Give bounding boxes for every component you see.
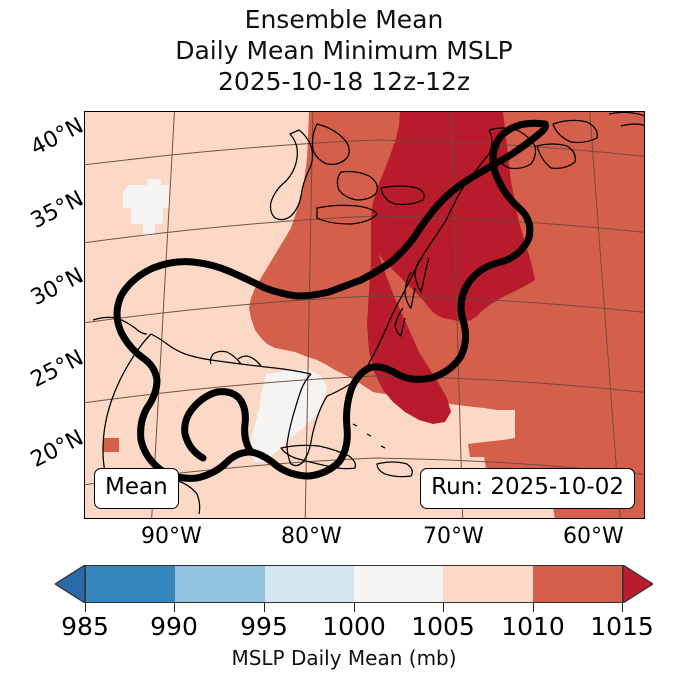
lon-label-90W: 90°W: [141, 524, 202, 549]
cb-band-995-1000: [264, 566, 354, 602]
title-line-3: 2025-10-18 12z-12z: [217, 67, 471, 96]
cb-tick-1005: 1005: [411, 612, 475, 641]
cb-band-1010-1015: [532, 566, 622, 602]
fill-band-1000-1005-plains: [123, 179, 169, 236]
cb-tick-1010: 1010: [501, 612, 565, 641]
lake-huron: [336, 170, 378, 201]
colorbar-label: MSLP Daily Mean (mb): [231, 646, 457, 670]
map-axes: Mean Run: 2025-10-02: [84, 111, 645, 519]
lon-label-80W: 80°W: [281, 524, 342, 549]
lat-label-20N: 20°N: [26, 425, 88, 473]
colorbar-bands[interactable]: [85, 565, 623, 603]
colorbar[interactable]: 985 990 995 1000 1005 1010 1015 MSLP Dai…: [0, 556, 688, 674]
lat-label-35N: 35°N: [26, 186, 88, 234]
lake-superior: [311, 123, 350, 165]
cb-tick-1015: 1015: [590, 612, 654, 641]
nova-scotia: [536, 143, 576, 169]
colorbar-ticks: [0, 603, 688, 615]
cb-tick-985: 985: [61, 612, 109, 641]
lat-label-30N: 30°N: [26, 263, 88, 311]
cb-tick-995: 995: [240, 612, 288, 641]
mslp-contour-notch: [181, 388, 255, 462]
lon-label-70W: 70°W: [423, 524, 484, 549]
colorbar-under-arrow: [55, 565, 85, 603]
lon-label-60W: 60°W: [563, 524, 624, 549]
cb-band-990-995: [175, 566, 265, 602]
lake-michigan: [269, 129, 314, 221]
coastlines: [92, 112, 644, 515]
cb-tick-1000: 1000: [322, 612, 386, 641]
cb-band-1000-1005: [353, 566, 444, 602]
figure-title: Ensemble Mean Daily Mean Minimum MSLP 20…: [0, 4, 688, 97]
lat-label-25N: 25°N: [26, 345, 88, 393]
lake-ontario: [380, 185, 425, 206]
badge-mean[interactable]: Mean: [94, 468, 179, 509]
lat-label-40N: 40°N: [26, 113, 88, 161]
colorbar-over-arrow: [623, 565, 653, 603]
badge-run[interactable]: Run: 2025-10-02: [420, 468, 635, 509]
map-canvas: [85, 112, 644, 518]
cb-band-1005-1010: [443, 566, 533, 602]
title-line-1: Ensemble Mean: [244, 5, 444, 34]
fill-patch-mexico: [103, 438, 119, 452]
lake-erie: [316, 204, 378, 225]
title-line-2: Daily Mean Minimum MSLP: [175, 36, 513, 65]
cb-tick-990: 990: [150, 612, 198, 641]
cb-band-985-990: [86, 566, 176, 602]
